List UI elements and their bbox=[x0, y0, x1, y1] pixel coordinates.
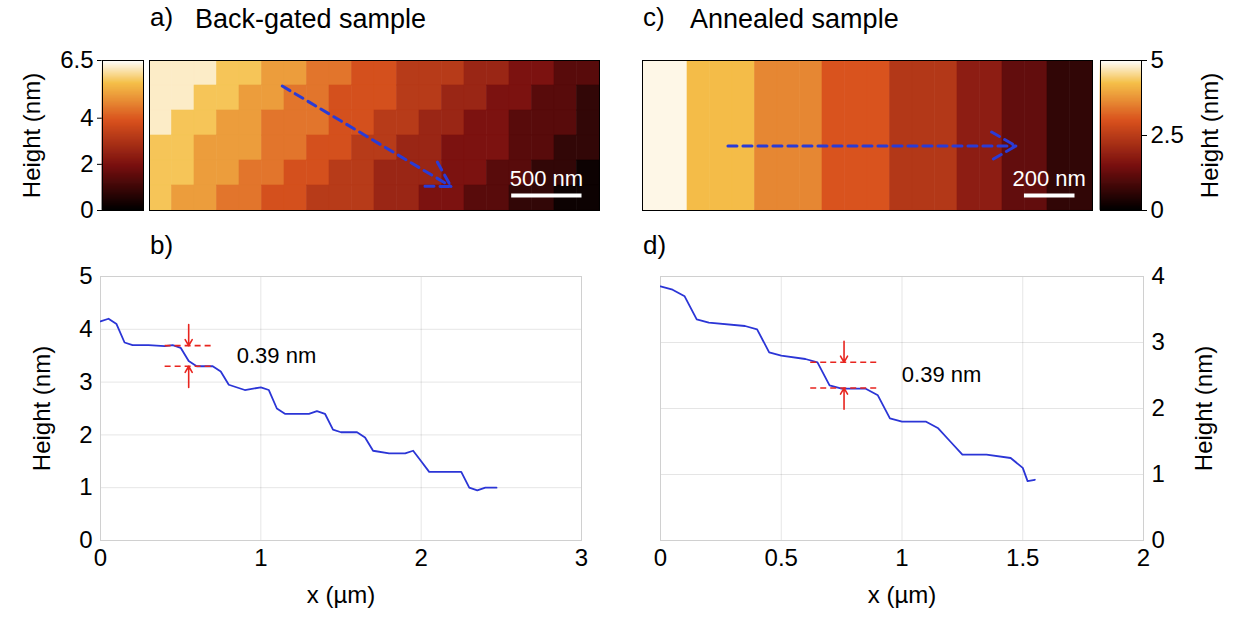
svg-text:4: 4 bbox=[1152, 262, 1165, 289]
svg-text:0.39 nm: 0.39 nm bbox=[902, 362, 982, 387]
svg-text:5: 5 bbox=[1151, 46, 1164, 73]
svg-text:0: 0 bbox=[80, 196, 93, 223]
svg-text:1: 1 bbox=[1152, 460, 1165, 487]
svg-text:1.5: 1.5 bbox=[1006, 544, 1039, 571]
svg-text:0: 0 bbox=[654, 544, 667, 571]
svg-text:2: 2 bbox=[80, 150, 93, 177]
svg-text:2: 2 bbox=[1137, 544, 1150, 571]
svg-text:6.5: 6.5 bbox=[60, 46, 93, 73]
svg-text:3: 3 bbox=[575, 544, 588, 571]
svg-text:1: 1 bbox=[254, 544, 267, 571]
svg-text:4: 4 bbox=[80, 104, 93, 131]
svg-text:2: 2 bbox=[414, 544, 427, 571]
svg-text:0: 0 bbox=[1152, 526, 1165, 553]
svg-text:x (µm): x (µm) bbox=[868, 581, 936, 608]
svg-text:2: 2 bbox=[1152, 394, 1165, 421]
svg-text:4: 4 bbox=[79, 315, 92, 342]
svg-text:3: 3 bbox=[79, 368, 92, 395]
svg-text:Height (nm): Height (nm) bbox=[1190, 346, 1217, 471]
html-text:b): b) bbox=[150, 230, 174, 260]
svg-text:0: 0 bbox=[1151, 196, 1164, 223]
svg-text:5: 5 bbox=[79, 262, 92, 289]
svg-text:0.5: 0.5 bbox=[765, 544, 798, 571]
svg-text:0: 0 bbox=[94, 544, 107, 571]
html-text:c): c) bbox=[643, 2, 665, 32]
svg-text:3: 3 bbox=[1152, 328, 1165, 355]
svg-text:x (µm): x (µm) bbox=[307, 581, 375, 608]
svg-text:Height (nm): Height (nm) bbox=[1196, 73, 1223, 198]
svg-text:0.39 nm: 0.39 nm bbox=[237, 343, 317, 368]
svg-text:2: 2 bbox=[79, 421, 92, 448]
svg-text:500 nm: 500 nm bbox=[510, 166, 583, 191]
svg-text:200 nm: 200 nm bbox=[1013, 166, 1086, 191]
html-text:a): a) bbox=[150, 2, 174, 32]
html-text:d): d) bbox=[643, 230, 667, 260]
html-text:Annealed sample: Annealed sample bbox=[690, 4, 899, 34]
html-text:Back-gated sample: Back-gated sample bbox=[195, 4, 427, 34]
svg-text:1: 1 bbox=[895, 544, 908, 571]
svg-text:Height (nm): Height (nm) bbox=[18, 73, 45, 198]
svg-text:Height (nm): Height (nm) bbox=[28, 346, 55, 471]
svg-text:2.5: 2.5 bbox=[1151, 121, 1184, 148]
svg-text:1: 1 bbox=[79, 473, 92, 500]
svg-text:0: 0 bbox=[79, 526, 92, 553]
